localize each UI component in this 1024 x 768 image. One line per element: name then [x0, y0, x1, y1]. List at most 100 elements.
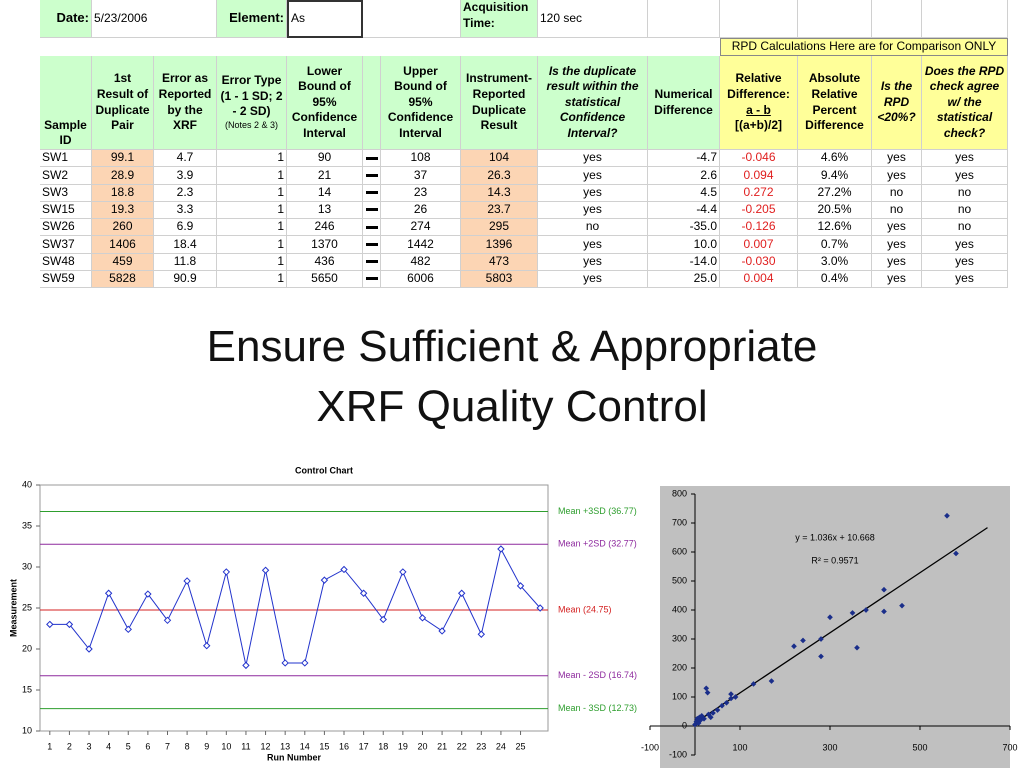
- data-cell: yes: [922, 236, 1008, 254]
- data-cell: 23.7: [461, 201, 538, 219]
- data-cell: 0.7%: [798, 236, 872, 254]
- y-tick-label: 300: [672, 633, 687, 643]
- data-cell: 6.9: [154, 219, 217, 237]
- control-label: Mean +2SD (32.77): [558, 539, 637, 549]
- x-tick-label: 18: [378, 741, 388, 751]
- data-cell: 10.0: [648, 236, 720, 254]
- x-tick-label: 16: [339, 741, 349, 751]
- marker: [203, 642, 211, 650]
- banner: RPD Calculations Here are for Comparison…: [720, 38, 1008, 56]
- y-tick-label: 0: [682, 720, 687, 730]
- data-cell: 1: [217, 201, 287, 219]
- control-label: Mean +3SD (36.77): [558, 506, 637, 516]
- data-cell: yes: [922, 253, 1008, 271]
- y-tick-label: 400: [672, 604, 687, 614]
- data-cell: yes: [538, 167, 648, 185]
- point: [707, 714, 714, 721]
- data-cell: 1: [217, 150, 287, 168]
- data-cell: 1: [217, 167, 287, 185]
- y-tick-label: 10: [22, 725, 32, 735]
- y-tick-label: 15: [22, 684, 32, 694]
- point: [863, 607, 869, 613]
- data-cell: 1396: [461, 236, 538, 254]
- data-cell: 1: [217, 236, 287, 254]
- y-tick-label: 20: [22, 643, 32, 653]
- cell: [872, 0, 922, 38]
- data-cell: 1: [217, 270, 287, 288]
- x-tick-label: 3: [87, 741, 92, 751]
- data-cell: 3.0%: [798, 253, 872, 271]
- data-cell: 246: [287, 219, 363, 237]
- data-cell: no: [922, 219, 1008, 237]
- data-cell: 1: [217, 253, 287, 271]
- y-tick-label: 600: [672, 546, 687, 556]
- point: [818, 636, 824, 642]
- marker: [320, 576, 329, 584]
- data-cell: SW2: [40, 167, 92, 185]
- data-cell: SW37: [40, 236, 92, 254]
- marker: [104, 589, 113, 597]
- marker: [399, 568, 407, 576]
- header-cell: Relative Difference: a - b [(a+b)/2]: [720, 56, 798, 150]
- data-cell: 11.8: [154, 253, 217, 271]
- x-tick-label: 17: [359, 741, 369, 751]
- y-tick-label: -100: [669, 749, 687, 759]
- data-cell: 0.4%: [798, 270, 872, 288]
- y-tick-label: 35: [22, 520, 32, 530]
- plot-area: [660, 486, 1010, 768]
- header-cell: Numerical Difference: [648, 56, 720, 150]
- marker: [418, 614, 427, 622]
- x-tick-label: 20: [417, 741, 427, 751]
- cell: [363, 253, 381, 271]
- data-cell: 108: [381, 150, 461, 168]
- x-tick-label: 2: [67, 741, 72, 751]
- data-cell: 12.6%: [798, 219, 872, 237]
- data-cell: 1442: [381, 236, 461, 254]
- data-cell: SW15: [40, 201, 92, 219]
- data-cell: yes: [538, 150, 648, 168]
- plot-area: [39, 484, 549, 732]
- data-cell: -4.7: [648, 150, 720, 168]
- x-tick-label: 24: [496, 741, 506, 751]
- x-tick-label: 100: [732, 742, 747, 752]
- chart-title: Control Chart: [295, 465, 353, 475]
- data-cell: 295: [461, 219, 538, 237]
- header-cell: Is the RPD <20%?: [872, 56, 922, 150]
- slide-title: Ensure Sufficient & Appropriate: [206, 322, 818, 371]
- point: [728, 695, 734, 702]
- data-cell: yes: [922, 167, 1008, 185]
- data-cell: SW3: [40, 184, 92, 202]
- point: [881, 586, 887, 593]
- data-cell: -4.4: [648, 201, 720, 219]
- point: [710, 710, 716, 716]
- marker: [497, 545, 505, 553]
- data-cell: SW1: [40, 150, 92, 168]
- data-cell: 260: [92, 219, 154, 237]
- x-tick-label: 8: [185, 741, 190, 751]
- marker: [124, 625, 132, 634]
- data-cell: -0.126: [720, 219, 798, 237]
- annotation: y = 1.036x + 10.668: [795, 532, 875, 542]
- x-tick-label: 7: [165, 741, 170, 751]
- point: [704, 689, 711, 696]
- data-cell: 482: [381, 253, 461, 271]
- data-cell: 25.0: [648, 270, 720, 288]
- data-cell: no: [538, 219, 648, 237]
- data-cell: -0.030: [720, 253, 798, 271]
- cell: [363, 236, 381, 254]
- x-tick-label: 15: [319, 741, 329, 751]
- x-tick-label: 22: [457, 741, 467, 751]
- annotation: R² = 0.9571: [811, 555, 858, 565]
- data-cell: 2.6: [648, 167, 720, 185]
- y-tick-label: 700: [672, 517, 687, 527]
- data-cell: 0.004: [720, 270, 798, 288]
- y-tick-label: 30: [22, 561, 32, 571]
- data-cell: 1406: [92, 236, 154, 254]
- data-cell: 104: [461, 150, 538, 168]
- control-label: Mean - 2SD (16.74): [558, 670, 637, 680]
- data-cell: 436: [287, 253, 363, 271]
- data-cell: 3.9: [154, 167, 217, 185]
- data-cell: SW26: [40, 219, 92, 237]
